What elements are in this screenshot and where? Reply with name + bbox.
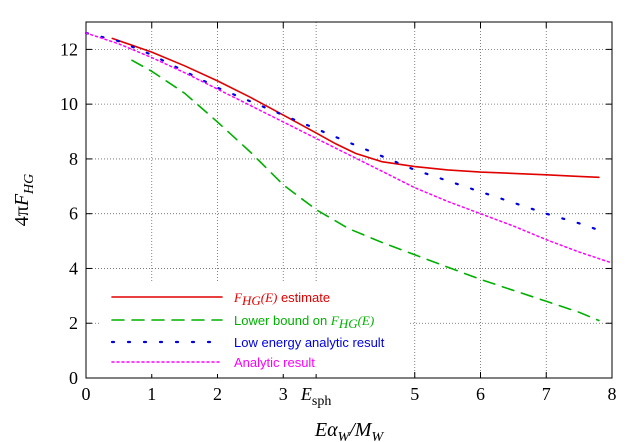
x-tick-label: 3 <box>279 384 288 404</box>
legend-label-2: Lower bound on FHG(E) <box>234 313 374 331</box>
x-tick-label: 6 <box>476 384 485 404</box>
grid-lines <box>86 22 612 378</box>
y-tick-label: 0 <box>69 368 78 388</box>
plot-frame <box>85 21 613 379</box>
x-tick-label: 1 <box>147 384 156 404</box>
x-tick-label: 8 <box>608 384 617 404</box>
x-tick-label: 7 <box>542 384 551 404</box>
y-tick-label: 2 <box>69 313 78 333</box>
y-tick-label: 6 <box>69 204 78 224</box>
x-tick-label-esph: Esph <box>300 384 331 409</box>
legend: FHG(E) estimate Lower bound on FHG(E) Low … <box>100 282 410 374</box>
x-tick-label: 2 <box>213 384 222 404</box>
series-group <box>84 31 613 322</box>
series-line-2 <box>131 59 600 322</box>
x-axis-label: EαW/MW <box>314 419 385 442</box>
y-tick-label: 8 <box>69 149 78 169</box>
y-tick-label: 4 <box>69 258 78 278</box>
y-axis-label: 4πFHG <box>11 174 37 227</box>
x-tick-label: 0 <box>82 384 91 404</box>
legend-label-4: Analytic result <box>234 355 315 370</box>
x-tick-label: 5 <box>410 384 419 404</box>
series-line-1 <box>111 37 600 179</box>
legend-label-3: Low energy analytic result <box>234 335 385 350</box>
y-tick-label: 12 <box>60 39 78 59</box>
series-line-4 <box>85 32 613 264</box>
y-tick-label: 10 <box>60 94 78 114</box>
legend-label-1: FHG(E) estimate <box>233 290 330 308</box>
